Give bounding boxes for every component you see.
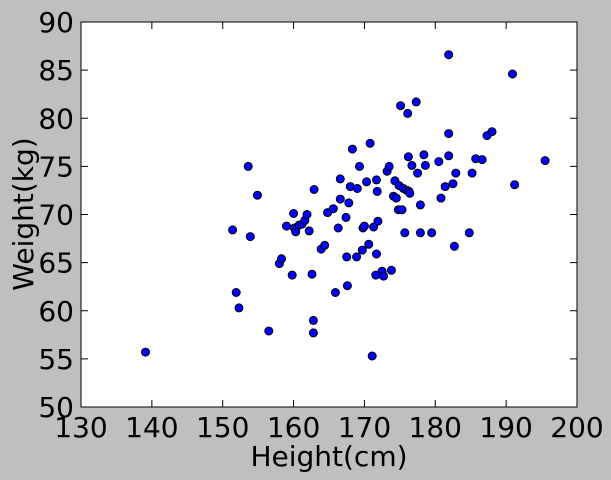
- data-point: [444, 129, 454, 139]
- data-point: [397, 205, 407, 215]
- data-point: [403, 152, 413, 162]
- data-point: [477, 155, 487, 165]
- y-tick-label: 65: [38, 247, 74, 280]
- x-tick-label: 190: [479, 411, 532, 444]
- x-tick-label: 150: [196, 411, 249, 444]
- data-point: [231, 288, 241, 297]
- data-point: [411, 97, 421, 107]
- data-point: [487, 127, 497, 137]
- data-point: [391, 193, 401, 203]
- data-point: [302, 210, 312, 219]
- data-point: [540, 156, 550, 166]
- x-tick-label: 160: [267, 411, 320, 444]
- data-point: [333, 223, 343, 233]
- data-point: [347, 144, 357, 154]
- data-point: [420, 160, 430, 170]
- data-point: [328, 204, 338, 214]
- data-point: [407, 160, 417, 170]
- y-tick-label: 75: [38, 150, 74, 183]
- data-point: [415, 228, 425, 238]
- data-point: [448, 179, 458, 189]
- x-tick-label: 200: [550, 411, 603, 444]
- data-point: [289, 209, 299, 218]
- data-point: [287, 270, 297, 280]
- data-point: [308, 328, 318, 338]
- data-point: [413, 168, 423, 178]
- data-point: [228, 225, 238, 235]
- data-point: [243, 161, 253, 171]
- x-tick-label: 170: [338, 411, 391, 444]
- x-tick-label: 130: [54, 411, 107, 444]
- data-point: [372, 175, 381, 185]
- data-point: [342, 281, 352, 291]
- y-tick-label: 60: [38, 295, 74, 328]
- data-point: [396, 101, 406, 111]
- y-tick-label: 50: [38, 391, 74, 424]
- data-point: [367, 351, 377, 361]
- data-point: [341, 212, 351, 222]
- data-point: [372, 186, 382, 196]
- data-point: [304, 226, 314, 236]
- data-point: [372, 249, 381, 259]
- data-point: [464, 228, 474, 238]
- data-point: [373, 216, 383, 226]
- data-point: [405, 188, 415, 198]
- data-point: [434, 157, 444, 167]
- y-axis: 50 55 60 65 70 75 80 85 90: [38, 6, 577, 424]
- data-point: [320, 240, 330, 250]
- y-tick-label: 85: [38, 54, 74, 87]
- data-point: [352, 184, 362, 193]
- data-point: [141, 347, 150, 357]
- data-point: [440, 182, 450, 192]
- data-point: [282, 221, 291, 231]
- data-point: [252, 190, 262, 200]
- data-point: [379, 271, 389, 281]
- data-point: [234, 303, 244, 313]
- data-point: [508, 69, 517, 79]
- data-point: [335, 194, 345, 204]
- data-point: [403, 108, 413, 118]
- data-point: [307, 269, 317, 279]
- y-axis-label: Weight(kg): [7, 137, 40, 290]
- x-axis: 130 140 150 160 170 180 190 200: [54, 22, 604, 444]
- data-point: [352, 252, 362, 262]
- data-point: [444, 151, 454, 161]
- data-point: [308, 315, 318, 325]
- data-point: [451, 168, 461, 178]
- y-tick-label: 90: [38, 6, 74, 39]
- data-point: [335, 174, 345, 184]
- data-point: [467, 168, 477, 178]
- data-point: [344, 198, 354, 208]
- data-point: [400, 228, 410, 238]
- data-point: [277, 254, 286, 264]
- data-point: [330, 288, 340, 297]
- data-point: [384, 161, 394, 171]
- data-point: [245, 232, 255, 242]
- data-point: [510, 180, 520, 190]
- data-point: [364, 239, 374, 249]
- data-point: [386, 265, 396, 275]
- data-point: [357, 245, 367, 255]
- data-point: [342, 252, 352, 262]
- data-point: [309, 185, 319, 194]
- data-point: [444, 50, 454, 60]
- data-point: [264, 326, 274, 336]
- data-point: [427, 228, 437, 238]
- data-point: [415, 200, 425, 210]
- data-point: [365, 138, 375, 148]
- x-axis-label: Height(cm): [250, 440, 407, 473]
- data-point: [419, 150, 429, 160]
- y-tick-label: 55: [38, 343, 74, 376]
- y-tick-label: 70: [38, 199, 74, 232]
- data-point: [355, 161, 364, 171]
- data-point: [359, 221, 369, 231]
- data-point: [436, 193, 446, 203]
- y-tick-label: 80: [38, 102, 74, 135]
- x-tick-label: 180: [409, 411, 462, 444]
- data-point: [449, 241, 459, 251]
- data-points: [141, 50, 550, 361]
- data-point: [362, 177, 372, 187]
- x-tick-label: 140: [125, 411, 178, 444]
